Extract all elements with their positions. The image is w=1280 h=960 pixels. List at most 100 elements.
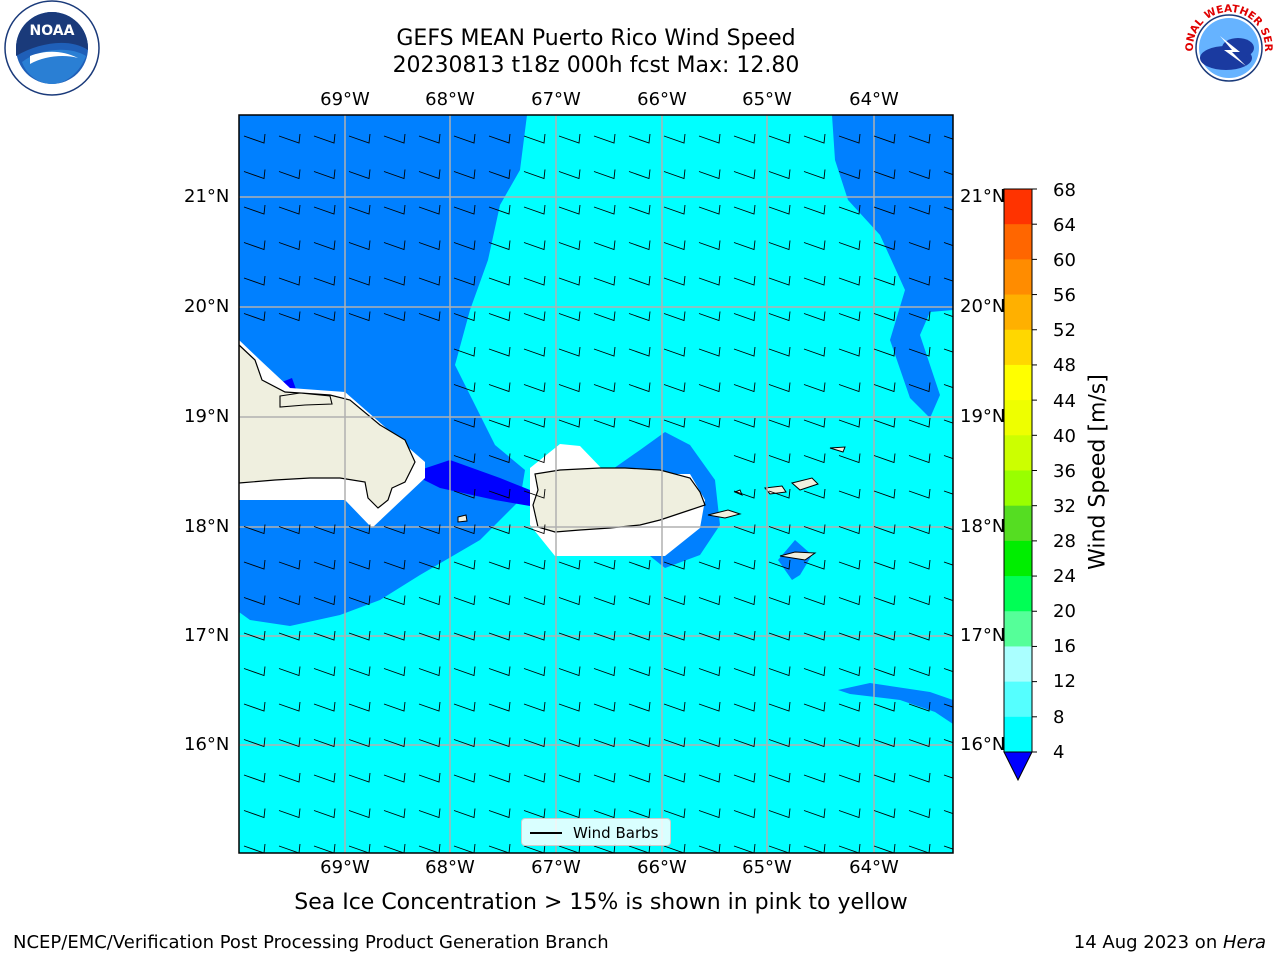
wind-barb (278, 311, 301, 322)
wind-barb (838, 843, 861, 853)
wind-barb (873, 701, 896, 712)
wind-barb (348, 843, 371, 853)
wind-barb (733, 737, 756, 748)
colorbar-tick-label: 40 (1053, 426, 1076, 447)
wind-barb (348, 275, 371, 286)
wind-barb (628, 204, 651, 215)
colorbar-band (1004, 681, 1032, 718)
wind-barb (383, 524, 406, 535)
colorbar-band (1004, 576, 1032, 612)
wind-barb (523, 417, 546, 428)
wind-barb (803, 488, 826, 499)
wind-barb (698, 843, 721, 853)
colorbar-tick-label: 36 (1053, 461, 1076, 482)
wind-barb (383, 630, 406, 641)
wind-barb (593, 133, 616, 144)
wind-barb (488, 630, 511, 641)
wind-barb (768, 453, 791, 464)
wind-barb (733, 772, 756, 783)
wind-barb (278, 666, 301, 677)
wind-barb (313, 133, 336, 144)
wind-barb (908, 417, 931, 428)
wind-barb (663, 595, 686, 606)
lon-label-bottom: 69°W (320, 857, 370, 878)
wind-barb (803, 240, 826, 251)
wind-barb (943, 206, 953, 211)
wind-barb (313, 808, 336, 819)
wind-barb (698, 595, 721, 606)
wind-barb (733, 382, 756, 393)
wind-barb (593, 666, 616, 677)
colorbar-tick-label: 68 (1053, 180, 1076, 201)
wind-barb (453, 169, 476, 180)
colorbar-band (1004, 224, 1032, 260)
wind-barb (488, 275, 511, 286)
wind-barb (593, 843, 616, 853)
wind-barb (383, 701, 406, 712)
wind-barb (418, 275, 441, 286)
wind-barb (278, 133, 301, 144)
lon-label-top: 68°W (425, 89, 475, 110)
wind-barb (943, 135, 953, 140)
wind-barb (558, 133, 581, 144)
wind-barb (698, 240, 721, 251)
lat-label-right: 19°N (960, 406, 1006, 427)
wind-barb (733, 808, 756, 819)
wind-barb (803, 382, 826, 393)
wind-barb (418, 808, 441, 819)
wind-barb (803, 275, 826, 286)
wind-barb (243, 808, 266, 819)
wind-barb (383, 772, 406, 783)
colorbar-band (1004, 716, 1032, 753)
wind-barb (313, 240, 336, 251)
wind-barb (838, 488, 861, 499)
wind-barb (768, 808, 791, 819)
wind-barb (243, 240, 266, 251)
wind-barb (908, 737, 931, 748)
wind-barb (663, 133, 686, 144)
wind-barb (873, 417, 896, 428)
map-caption: Sea Ice Concentration > 15% is shown in … (294, 890, 908, 915)
wind-barb (908, 346, 931, 357)
wind-barb (313, 204, 336, 215)
vieques-land (707, 509, 742, 519)
wind-barb (488, 453, 511, 464)
wind-barb (453, 453, 476, 464)
wind-barb (628, 346, 651, 357)
wind-barb (383, 666, 406, 677)
wind-barb (628, 630, 651, 641)
wind-barb (943, 561, 953, 566)
wind-barb (488, 843, 511, 853)
wind-barb (943, 632, 953, 637)
wind-barb (803, 417, 826, 428)
wind-barb (523, 843, 546, 853)
wind-barb (698, 133, 721, 144)
wind-barb (313, 843, 336, 853)
wind-barb (873, 808, 896, 819)
colorbar-title: Wind Speed [m/s] (1085, 374, 1111, 570)
wind-barb (488, 666, 511, 677)
wind-barb (453, 630, 476, 641)
wind-barb (453, 311, 476, 322)
wind-barb (313, 630, 336, 641)
wind-barb-legend-line (530, 832, 562, 834)
wind-barb (768, 630, 791, 641)
wind-barb (733, 204, 756, 215)
wind-barb (838, 417, 861, 428)
hispaniola-land (239, 344, 416, 509)
map-title: GEFS MEAN Puerto Rico Wind Speed (396, 26, 796, 51)
st-croix-land (779, 551, 817, 561)
wind-barb (698, 772, 721, 783)
wind-barb (418, 169, 441, 180)
wind-barb (663, 417, 686, 428)
wind-barb (523, 630, 546, 641)
colorbar-band (1004, 540, 1032, 577)
wind-barb (488, 701, 511, 712)
wind-barb (733, 843, 756, 853)
wind-barb (453, 488, 476, 499)
wind-barb (418, 240, 441, 251)
wind-barb (593, 169, 616, 180)
wind-barb (278, 737, 301, 748)
wind-barb (628, 169, 651, 180)
wind-barb (348, 133, 371, 144)
